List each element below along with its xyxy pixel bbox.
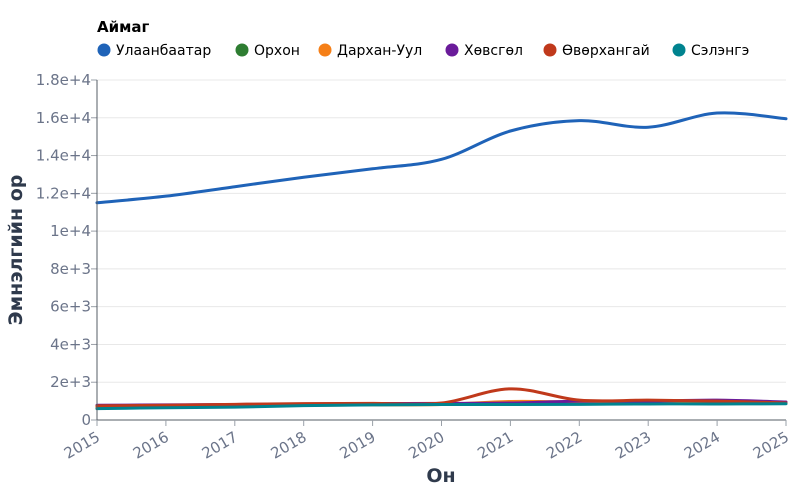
legend-swatch	[445, 43, 459, 57]
legend-item[interactable]: Өвөрхангай	[543, 43, 650, 59]
y-tick-label: 1e+4	[50, 222, 91, 240]
y-tick-label: 1.4e+4	[36, 147, 91, 165]
legend-swatch	[543, 43, 557, 57]
legend-title: Аймаг	[97, 18, 150, 36]
legend-swatch	[235, 43, 249, 57]
y-axis-title: Эмнэлгийн ор	[5, 175, 27, 326]
legend-label: Хөвсгөл	[464, 43, 523, 59]
legend: Аймаг Улаанбаатар Орхон Дархан-Уул Хөвсгөл Ө…	[97, 18, 749, 59]
legend-label: Дархан-Уул	[337, 43, 422, 59]
x-tick-label: 2022	[543, 428, 585, 463]
x-tick-label: 2023	[612, 428, 654, 463]
grid	[97, 79, 786, 383]
x-tick-label: 2025	[750, 428, 792, 463]
x-tick-label: 2020	[405, 428, 447, 463]
legend-item[interactable]: Сэлэнгэ	[672, 43, 750, 59]
x-tick-label: 2021	[474, 428, 516, 463]
series-line-4	[95, 387, 788, 408]
legend-item[interactable]: Хөвсгөл	[445, 43, 523, 59]
legend-item[interactable]: Улаанбаатар	[97, 43, 212, 59]
y-tick-label: 2e+3	[50, 373, 91, 391]
legend-swatch	[318, 43, 332, 57]
y-tick-label: 6e+3	[50, 298, 91, 316]
x-axis-title: Он	[426, 465, 455, 487]
x-tick-label: 2017	[199, 428, 241, 463]
legend-label: Өвөрхангай	[562, 43, 650, 59]
series-line-5	[95, 402, 788, 411]
y-tick-label: 8e+3	[50, 260, 91, 278]
legend-items: Улаанбаатар Орхон Дархан-Уул Хөвсгөл Өвөрхан…	[97, 43, 750, 59]
legend-label: Орхон	[254, 43, 300, 59]
series-line-0	[95, 111, 788, 205]
x-tick-label: 2016	[130, 428, 172, 463]
y-tick-label: 0	[81, 411, 91, 429]
y-tick-label: 1.8e+4	[36, 71, 91, 89]
y-tick-label: 1.6e+4	[36, 109, 91, 127]
legend-swatch	[672, 43, 686, 57]
x-tick-label: 2015	[61, 428, 103, 463]
x-tick-label: 2024	[681, 428, 723, 463]
legend-label: Сэлэнгэ	[691, 43, 749, 59]
legend-label: Улаанбаатар	[116, 43, 211, 59]
x-tick-label: 2018	[268, 428, 310, 463]
y-tick-label: 4e+3	[50, 335, 91, 353]
series-lines	[95, 111, 788, 411]
y-tick-label: 1.2e+4	[36, 184, 91, 202]
legend-item[interactable]: Орхон	[235, 43, 300, 59]
legend-swatch	[97, 43, 111, 57]
legend-item[interactable]: Дархан-Уул	[318, 43, 423, 59]
x-tick-label: 2019	[337, 428, 379, 463]
